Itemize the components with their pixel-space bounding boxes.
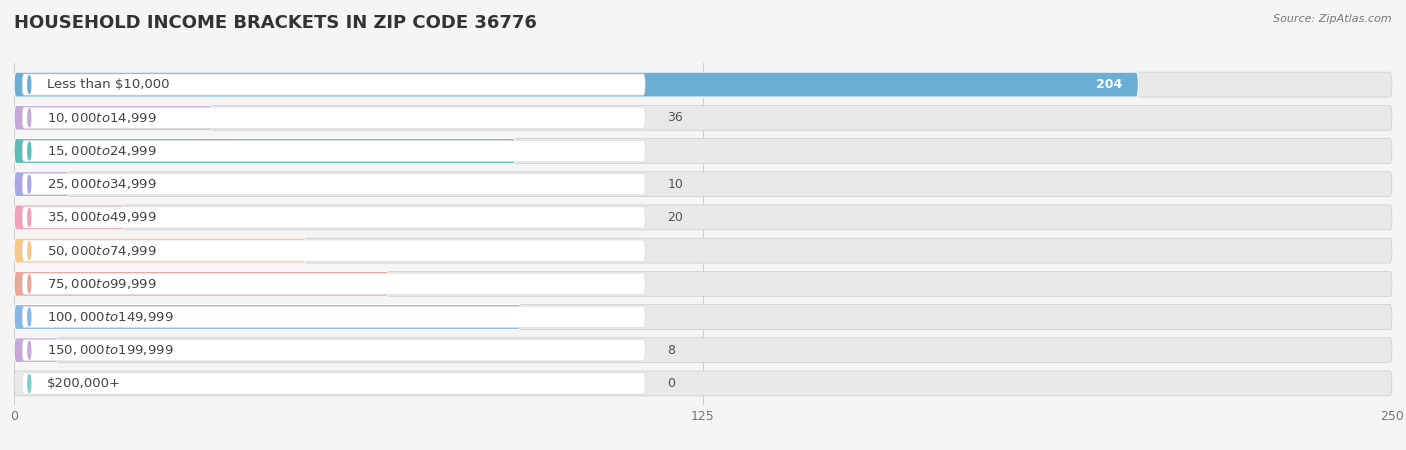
Text: $200,000+: $200,000+ [48,377,121,390]
Circle shape [28,242,31,260]
FancyBboxPatch shape [14,238,1392,263]
Circle shape [28,275,31,292]
FancyBboxPatch shape [14,238,307,263]
Text: $100,000 to $149,999: $100,000 to $149,999 [48,310,174,324]
FancyBboxPatch shape [14,305,522,329]
FancyBboxPatch shape [14,139,1392,163]
FancyBboxPatch shape [14,72,1392,97]
Text: 68: 68 [356,277,373,290]
Circle shape [28,308,31,326]
FancyBboxPatch shape [14,139,516,163]
Text: $10,000 to $14,999: $10,000 to $14,999 [48,111,157,125]
Text: 20: 20 [668,211,683,224]
Text: 92: 92 [488,310,505,324]
FancyBboxPatch shape [22,174,645,195]
FancyBboxPatch shape [22,207,645,228]
FancyBboxPatch shape [14,205,124,230]
FancyBboxPatch shape [14,105,212,130]
Text: 36: 36 [668,111,683,124]
FancyBboxPatch shape [14,338,1392,363]
FancyBboxPatch shape [14,305,1392,329]
Text: Less than $10,000: Less than $10,000 [48,78,170,91]
Circle shape [28,109,31,127]
FancyBboxPatch shape [14,205,1392,230]
FancyBboxPatch shape [22,240,645,261]
Circle shape [28,341,31,359]
Text: $150,000 to $199,999: $150,000 to $199,999 [48,343,174,357]
FancyBboxPatch shape [14,172,1392,197]
Text: $25,000 to $34,999: $25,000 to $34,999 [48,177,157,191]
Text: 204: 204 [1095,78,1122,91]
FancyBboxPatch shape [14,72,1139,97]
Text: $35,000 to $49,999: $35,000 to $49,999 [48,211,157,225]
FancyBboxPatch shape [22,340,645,361]
Circle shape [28,176,31,193]
FancyBboxPatch shape [14,338,58,363]
FancyBboxPatch shape [22,107,645,128]
Text: Source: ZipAtlas.com: Source: ZipAtlas.com [1274,14,1392,23]
Text: 10: 10 [668,178,683,191]
FancyBboxPatch shape [14,105,1392,130]
Circle shape [28,374,31,392]
FancyBboxPatch shape [22,140,645,162]
FancyBboxPatch shape [14,172,69,197]
Text: HOUSEHOLD INCOME BRACKETS IN ZIP CODE 36776: HOUSEHOLD INCOME BRACKETS IN ZIP CODE 36… [14,14,537,32]
Circle shape [28,76,31,94]
Text: 53: 53 [273,244,290,257]
Text: $50,000 to $74,999: $50,000 to $74,999 [48,243,157,257]
Text: 0: 0 [668,377,675,390]
Text: 8: 8 [668,344,675,357]
FancyBboxPatch shape [22,373,645,394]
FancyBboxPatch shape [22,74,645,95]
Text: $75,000 to $99,999: $75,000 to $99,999 [48,277,157,291]
FancyBboxPatch shape [22,306,645,328]
Text: $15,000 to $24,999: $15,000 to $24,999 [48,144,157,158]
FancyBboxPatch shape [14,271,1392,296]
Circle shape [28,208,31,226]
Text: 91: 91 [482,144,499,158]
Circle shape [28,142,31,160]
FancyBboxPatch shape [14,271,389,296]
FancyBboxPatch shape [14,371,1392,396]
FancyBboxPatch shape [22,273,645,294]
